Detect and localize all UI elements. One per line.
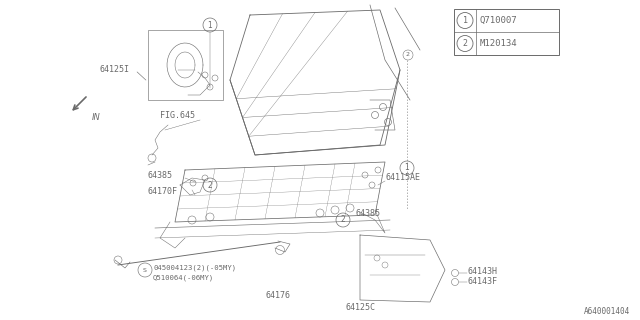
Text: 2: 2 [340, 215, 346, 225]
Text: 1: 1 [463, 16, 467, 25]
Text: 64143H: 64143H [468, 268, 498, 276]
Text: S: S [143, 268, 147, 273]
Text: A640001404: A640001404 [584, 308, 630, 316]
Bar [454, 9, 559, 55]
Text: 2: 2 [463, 39, 467, 48]
Text: Q510064(-06MY): Q510064(-06MY) [153, 275, 214, 281]
Text: 2: 2 [207, 180, 212, 189]
Text: 2: 2 [406, 52, 410, 58]
Text: 045004123(2)(-05MY): 045004123(2)(-05MY) [153, 265, 236, 271]
Text: 1: 1 [207, 20, 212, 29]
Text: 64115AE: 64115AE [385, 173, 420, 182]
Text: 64125I: 64125I [100, 66, 130, 75]
Bar [148, 30, 223, 100]
Text: 1: 1 [404, 164, 410, 172]
Text: Q710007: Q710007 [480, 16, 518, 25]
Text: 64385: 64385 [148, 171, 173, 180]
Text: IN: IN [92, 114, 100, 123]
Text: 64143F: 64143F [468, 276, 498, 285]
Text: 64125C: 64125C [345, 303, 375, 313]
Text: 64170F: 64170F [148, 188, 178, 196]
Text: 64176: 64176 [266, 291, 291, 300]
Text: M120134: M120134 [480, 39, 518, 48]
Text: 64385: 64385 [355, 209, 380, 218]
Text: FIG.645: FIG.645 [160, 110, 195, 119]
